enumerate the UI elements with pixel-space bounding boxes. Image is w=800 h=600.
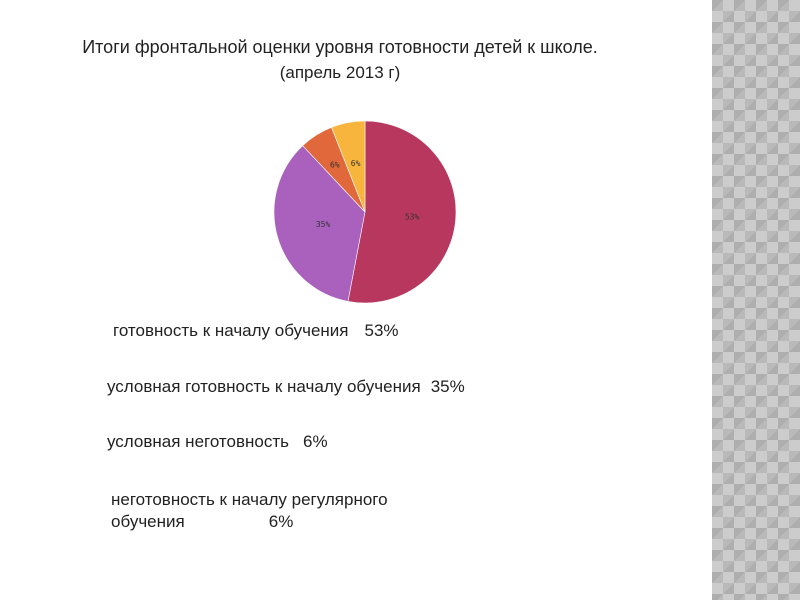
legend-value: 6% <box>268 512 294 531</box>
legend-value: 53% <box>364 321 399 340</box>
legend-label: условная неготовность <box>107 432 289 451</box>
pie-slice-conditional-ready <box>273 145 366 302</box>
pie-slice-label: 6% <box>351 159 361 168</box>
legend-label: готовность к началу обучения <box>113 321 349 340</box>
decorative-side-band <box>712 0 800 600</box>
legend-value: 6% <box>303 432 328 451</box>
pie-slice-ready <box>347 120 457 304</box>
pie-chart: 53% 35% 6% 6% <box>273 120 457 304</box>
pie-slice-label: 53% <box>405 213 420 222</box>
pie-slice-label: 6% <box>330 160 340 169</box>
legend-label: неготовность к началу регулярного <box>111 490 388 509</box>
legend-item-unready: неготовность к началу регулярного обучен… <box>111 489 388 533</box>
legend-label: условная готовность к началу обучения <box>107 377 421 396</box>
legend-value: 35% <box>430 377 465 396</box>
legend-item-ready: готовность к началу обучения 53% <box>113 320 399 342</box>
chart-subtitle: (апрель 2013 г) <box>279 63 401 82</box>
legend-item-conditional-unready: условная неготовность 6% <box>107 431 328 453</box>
pie-slice-unready <box>331 120 366 213</box>
chart-title: Итоги фронтальной оценки уровня готовнос… <box>82 37 598 57</box>
legend-item-conditional-ready: условная готовность к началу обучения 35% <box>107 376 465 398</box>
legend-label-continued: обучения <box>111 512 185 531</box>
pie-slice-label: 35% <box>316 220 331 229</box>
